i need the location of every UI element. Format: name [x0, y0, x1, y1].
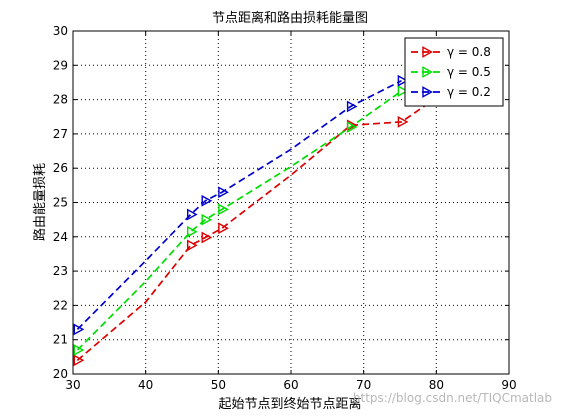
- y-axis-title: 路由能量损耗: [32, 163, 48, 241]
- data-point-marker: [73, 323, 85, 336]
- data-point-marker: [73, 344, 85, 356]
- legend-label: γ = 0.5: [447, 65, 491, 79]
- x-tick-label: 60: [283, 378, 298, 392]
- series-line: [76, 97, 437, 361]
- y-tick-label: 20: [53, 367, 68, 381]
- legend-label: γ = 0.2: [447, 85, 491, 99]
- x-tick-labels: 30 40 50 60 70 80 90: [65, 378, 516, 392]
- series-3: [73, 74, 409, 336]
- x-axis-title: 起始节点到终始节点距离: [218, 396, 361, 412]
- y-tick-label: 29: [53, 58, 68, 72]
- legend-item: γ = 0.8: [411, 45, 491, 59]
- y-tick-labels: 20 21 22 23 24 25 26 27 28 29 30: [53, 24, 68, 381]
- legend-box: [404, 37, 504, 107]
- data-point-marker: [218, 186, 229, 199]
- series-layer: [73, 74, 444, 367]
- y-tick-label: 28: [53, 93, 68, 107]
- legend: γ = 0.8 γ = 0.5 γ = 0.2: [404, 37, 504, 107]
- grid: [73, 31, 509, 374]
- legend-swatch-marker: [422, 46, 433, 58]
- y-tick-label: 22: [53, 298, 68, 312]
- legend-swatch-marker: [422, 86, 433, 98]
- data-point-marker: [186, 208, 198, 221]
- data-point-marker: [201, 194, 213, 207]
- data-point-marker: [218, 222, 229, 235]
- x-tick-label: 50: [211, 378, 226, 392]
- x-tick-label: 80: [429, 378, 444, 392]
- legend-item: γ = 0.5: [411, 65, 491, 79]
- data-point-marker: [73, 354, 85, 367]
- chart-title: 节点距离和路由损耗能量图: [212, 10, 368, 26]
- data-point-marker: [201, 231, 213, 244]
- data-point-marker: [397, 85, 409, 97]
- y-tick-label: 23: [53, 264, 68, 278]
- y-tick-label: 25: [53, 196, 68, 210]
- y-tick-label: 21: [53, 333, 68, 347]
- x-tick-label: 40: [138, 378, 153, 392]
- series-line: [76, 90, 402, 351]
- legend-swatch-marker: [422, 66, 433, 78]
- data-point-marker: [218, 203, 229, 216]
- data-point-marker: [346, 100, 358, 113]
- data-point-marker: [201, 213, 213, 226]
- x-tick-label: 70: [356, 378, 371, 392]
- y-tick-label: 26: [53, 161, 68, 175]
- series-2: [73, 85, 409, 356]
- x-tick-label: 90: [501, 378, 516, 392]
- data-point-marker: [186, 225, 198, 238]
- watermark: https://blog.csdn.net/TIQCmatlab: [353, 391, 552, 405]
- y-tick-label: 30: [53, 24, 68, 38]
- data-point-marker: [397, 74, 409, 87]
- series-line: [76, 79, 402, 330]
- data-point-marker: [397, 116, 409, 128]
- legend-label: γ = 0.8: [447, 45, 491, 59]
- legend-item: γ = 0.2: [411, 85, 491, 99]
- data-point-marker: [346, 121, 358, 133]
- ticks: [72, 30, 510, 375]
- y-tick-label: 27: [53, 127, 68, 141]
- x-tick-label: 30: [65, 378, 80, 392]
- data-point-marker: [186, 239, 198, 252]
- y-tick-label: 24: [53, 230, 68, 244]
